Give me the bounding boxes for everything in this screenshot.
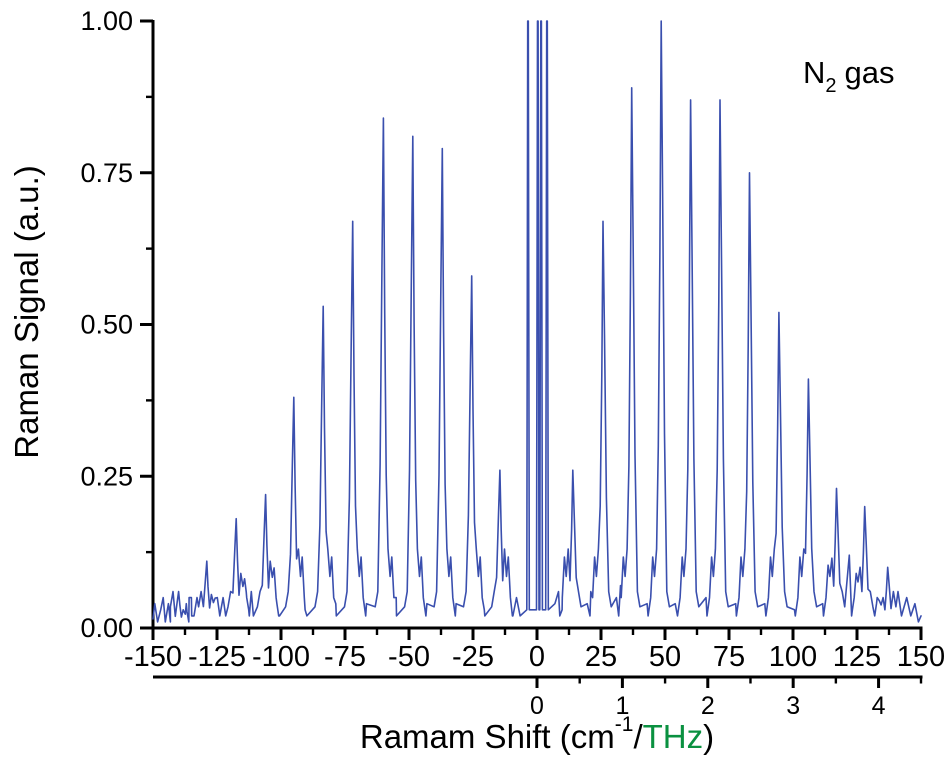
x-tick-label: -50 [388, 641, 430, 673]
trace-layer [152, 20, 922, 623]
x-axis-title-slash: / [633, 718, 643, 755]
x-axis-title: Ramam Shift (cm-1/THz) [360, 713, 714, 755]
x-tick-label: 25 [585, 641, 617, 673]
x-tick-label: -75 [324, 641, 366, 673]
x-tick-label: -125 [188, 641, 246, 673]
x-axis-title-thz: THz [643, 718, 704, 755]
thz-tick-label: 1 [615, 692, 629, 720]
thz-tick-label: 2 [701, 692, 715, 720]
spectrum-line [152, 20, 922, 623]
x-axis-title-suffix: ) [703, 718, 714, 755]
x-tick-label: -100 [252, 641, 310, 673]
axes-layer: -150 -125 -100 -75 -50 -25 0 25 50 75 100 125 150 0.0… [80, 6, 945, 720]
x-tick-label: 75 [713, 641, 745, 673]
x-axis-title-prefix: Ramam Shift (cm [360, 718, 615, 755]
y-tick-label: 0.25 [80, 461, 133, 491]
x-tick-label: -25 [452, 641, 494, 673]
sample-annotation: N2 gas [803, 55, 895, 97]
thz-tick-label: 4 [872, 692, 886, 720]
thz-tick-label: 0 [530, 692, 544, 720]
x-tick-label: 150 [897, 641, 945, 673]
annotation-symbol: N [803, 55, 825, 90]
y-tick-label: 0.75 [80, 158, 133, 188]
thz-tick-label: 3 [786, 692, 800, 720]
x-tick-label: 100 [769, 641, 817, 673]
annotation-subscript: 2 [825, 75, 836, 97]
y-tick-label: 0.00 [80, 613, 133, 643]
x-tick-label: 50 [649, 641, 681, 673]
annotation-rest: gas [845, 55, 895, 90]
x-axis-title-superscript: -1 [615, 713, 634, 736]
x-tick-label: -150 [124, 641, 182, 673]
y-axis-title: Raman Signal (a.u.) [8, 165, 45, 458]
x-tick-label: 125 [833, 641, 881, 673]
y-tick-label: 0.50 [80, 310, 133, 340]
y-tick-label: 1.00 [80, 6, 133, 36]
x-tick-label: 0 [529, 641, 545, 673]
